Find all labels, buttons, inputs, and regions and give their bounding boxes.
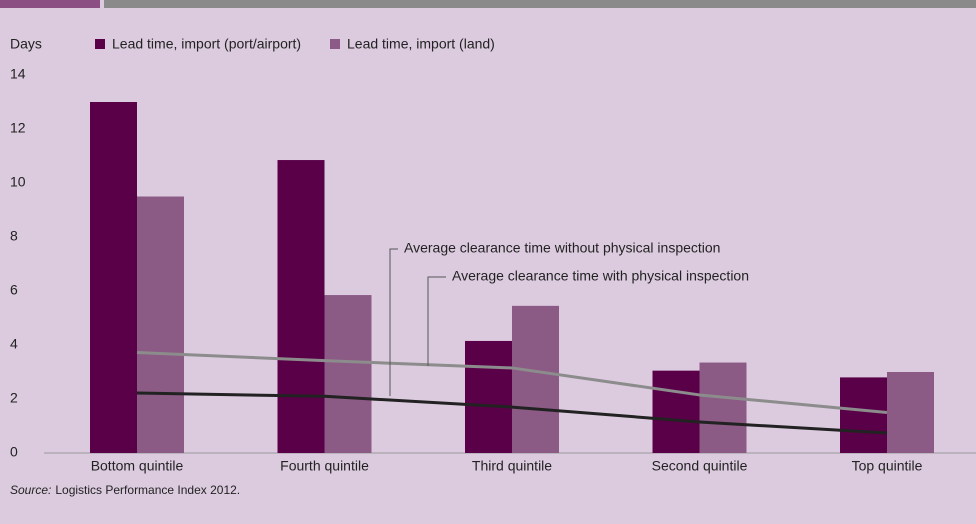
x-tick-label: Top quintile <box>852 458 923 474</box>
y-tick-label: 8 <box>10 228 18 244</box>
bar <box>324 295 372 453</box>
x-tick-label: Second quintile <box>652 458 748 474</box>
y-tick-label: 10 <box>10 174 26 190</box>
y-tick-label: 12 <box>10 120 26 136</box>
x-tick-label: Fourth quintile <box>280 458 369 474</box>
x-tick-label: Bottom quintile <box>91 458 184 474</box>
header-block <box>0 0 100 8</box>
annotation: Average clearance time without physical … <box>404 240 720 256</box>
legend-label: Lead time, import (port/airport) <box>112 36 301 52</box>
y-tick-label: 14 <box>10 66 26 82</box>
legend-label: Lead time, import (land) <box>347 36 495 52</box>
annotation-leader <box>389 248 398 396</box>
header-bar <box>104 0 976 8</box>
y-axis-label: Days <box>10 36 42 52</box>
bar <box>137 196 184 453</box>
line-series <box>136 351 888 414</box>
x-tick-label: Third quintile <box>472 458 552 474</box>
source: Source: Logistics Performance Index 2012. <box>10 483 240 497</box>
source-text: Logistics Performance Index 2012. <box>55 483 240 497</box>
y-tick-label: 6 <box>10 282 18 298</box>
legend-swatch <box>95 39 105 49</box>
bar <box>90 102 137 453</box>
y-tick-label: 4 <box>10 336 18 352</box>
annotation-leader <box>427 276 446 366</box>
bar <box>277 160 325 454</box>
bar <box>512 305 559 453</box>
bar <box>840 377 887 453</box>
bar <box>887 372 934 453</box>
y-tick-label: 0 <box>10 444 18 460</box>
line-series <box>136 391 888 435</box>
bar <box>652 370 700 453</box>
source-label: Source: <box>10 483 51 497</box>
bar <box>699 362 747 453</box>
legend-swatch <box>330 39 340 49</box>
y-tick-label: 2 <box>10 390 18 406</box>
annotation: Average clearance time with physical ins… <box>452 268 749 284</box>
bar <box>465 340 512 453</box>
